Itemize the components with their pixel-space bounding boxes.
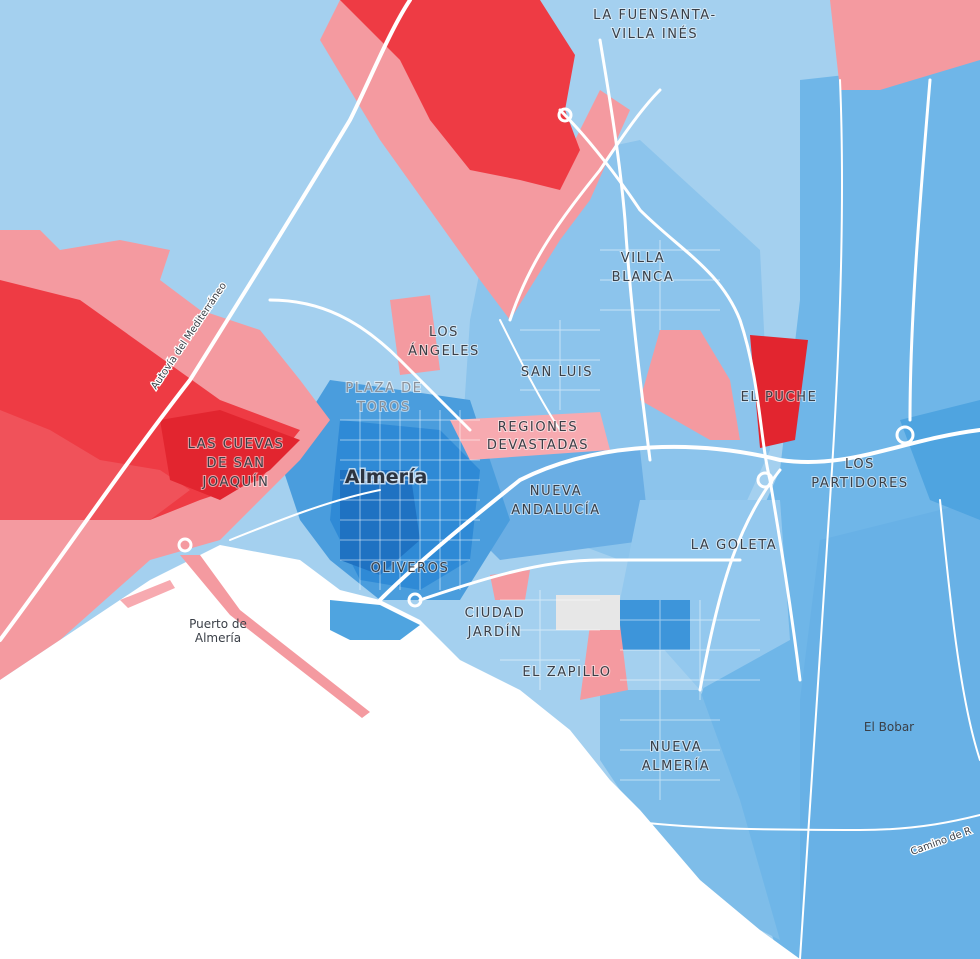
label-fuensanta-1: LA FUENSANTA- bbox=[593, 8, 717, 23]
label-puerto-1: Puerto de bbox=[189, 617, 247, 631]
zone-zapillo-pink bbox=[580, 625, 628, 700]
district-labels: LA FUENSANTA- VILLA INÉS VILLA BLANCA LO… bbox=[187, 7, 909, 775]
zone-ciudad-pink bbox=[490, 570, 530, 600]
zone-puche-pink bbox=[640, 330, 740, 440]
label-fuensanta-2: VILLA INÉS bbox=[612, 26, 699, 42]
street-grid bbox=[340, 240, 760, 800]
sea bbox=[0, 545, 800, 959]
port-pier bbox=[180, 555, 370, 718]
port-blue-strip bbox=[330, 600, 420, 640]
zone-northeast-pink bbox=[830, 0, 980, 90]
label-nueva-almeria-1: NUEVA bbox=[650, 740, 702, 755]
zone-regiones-pink bbox=[450, 412, 610, 460]
label-los-angeles-1: LOS bbox=[429, 325, 459, 340]
zone-angeles-pink bbox=[390, 295, 440, 375]
label-plaza-toros-2: TOROS bbox=[356, 400, 411, 415]
label-el-zapillo: EL ZAPILLO bbox=[522, 665, 611, 680]
label-ciudad-jardin-1: CIUDAD bbox=[465, 606, 526, 621]
label-nueva-andalucia-1: NUEVA bbox=[530, 484, 582, 499]
label-nueva-andalucia-2: ANDALUCÍA bbox=[511, 502, 601, 518]
label-partidores-1: LOS bbox=[845, 457, 875, 472]
label-cuevas-3: JOAQUÍN bbox=[201, 474, 269, 490]
label-los-angeles-2: ÁNGELES bbox=[408, 343, 480, 359]
label-regiones-1: REGIONES bbox=[498, 420, 578, 435]
label-nueva-almeria-2: ALMERÍA bbox=[642, 758, 711, 774]
label-el-bobar: El Bobar bbox=[864, 720, 914, 734]
label-oliveros: OLIVEROS bbox=[371, 561, 450, 576]
zone-nodata bbox=[556, 595, 620, 630]
label-ciudad-jardin-2: JARDÍN bbox=[467, 624, 523, 640]
zone-puche-red bbox=[750, 335, 808, 448]
label-la-goleta: LA GOLETA bbox=[691, 538, 778, 553]
label-puerto-2: Almería bbox=[195, 631, 241, 645]
roundabouts bbox=[177, 107, 915, 608]
zone-bobar bbox=[800, 500, 980, 959]
zone-nueva-almeria bbox=[600, 690, 780, 940]
zone-cuevas-red bbox=[160, 410, 300, 500]
label-partidores-2: PARTIDORES bbox=[811, 476, 909, 491]
label-san-luis: SAN LUIS bbox=[521, 365, 593, 380]
label-el-puche: EL PUCHE bbox=[741, 390, 818, 405]
port-pier-2 bbox=[120, 580, 175, 608]
zone-partidores bbox=[900, 400, 980, 520]
zone-mid-block bbox=[620, 600, 690, 650]
zone-north-red bbox=[340, 0, 580, 190]
label-regiones-2: DEVASTADAS bbox=[487, 438, 589, 453]
label-city-almeria: Almería bbox=[345, 466, 428, 488]
zone-west-red-2 bbox=[0, 410, 190, 520]
label-plaza-toros-1: PLAZA DE bbox=[345, 381, 422, 396]
label-cuevas-1: LAS CUEVAS bbox=[188, 437, 285, 452]
label-villa-blanca-1: VILLA bbox=[621, 251, 665, 266]
label-villa-blanca-2: BLANCA bbox=[612, 270, 675, 285]
label-cuevas-2: DE SAN bbox=[206, 456, 265, 471]
